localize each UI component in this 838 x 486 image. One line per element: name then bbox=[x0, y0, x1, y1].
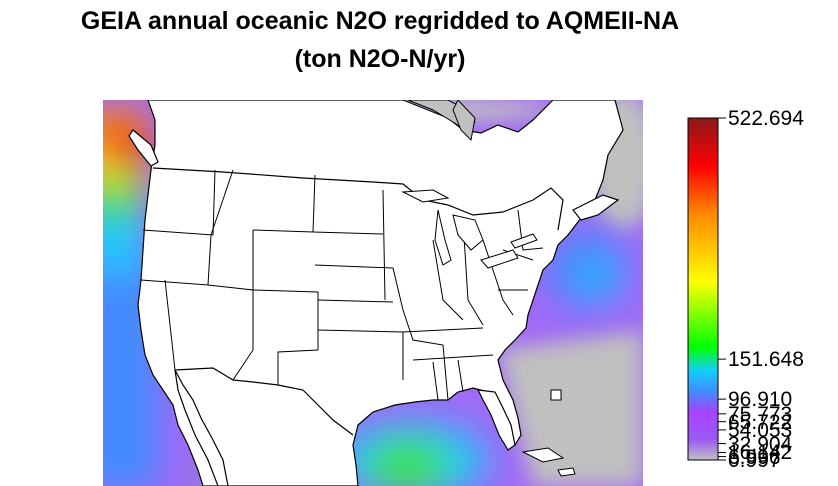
baja-peninsula bbox=[174, 369, 229, 486]
legend-tick-label: 75.773 bbox=[728, 402, 793, 426]
map-title: GEIA annual oceanic N2O regridded to AQM… bbox=[80, 7, 680, 35]
great-lakes bbox=[401, 189, 538, 269]
nova-scotia bbox=[572, 194, 620, 221]
vancouver-island bbox=[128, 129, 159, 167]
legend-tick-label: 65.722 bbox=[728, 410, 793, 434]
legend-tick-label: 54.053 bbox=[728, 418, 793, 442]
legend-svg bbox=[687, 117, 726, 461]
legend-tick-label: 16.142 bbox=[728, 441, 793, 465]
james-bay-water bbox=[452, 100, 476, 142]
legend-tick-label: 0.997 bbox=[728, 449, 781, 472]
legend-tick-label: 96.910 bbox=[728, 388, 793, 412]
atlantic-emission-field bbox=[548, 232, 628, 308]
us-canada-border bbox=[152, 167, 564, 231]
legend-tick-label: 6.996 bbox=[728, 445, 781, 469]
map-panel bbox=[103, 100, 643, 486]
state-boundaries bbox=[140, 169, 544, 401]
legend-tick-label: 522.694 bbox=[728, 107, 804, 130]
legend-tick-label: 151.648 bbox=[728, 348, 804, 372]
map-svg bbox=[103, 100, 643, 486]
color-legend: 522.694 151.648 96.910 75.773 65.722 54.053 32… bbox=[684, 108, 838, 471]
caribbean-islands bbox=[521, 389, 576, 477]
legend-tick-label: 32.904 bbox=[728, 432, 793, 456]
florida-peninsula bbox=[476, 389, 516, 451]
map-subtitle-units: (ton N2O-N/yr) bbox=[294, 45, 466, 73]
legend-color-bar bbox=[687, 117, 719, 461]
